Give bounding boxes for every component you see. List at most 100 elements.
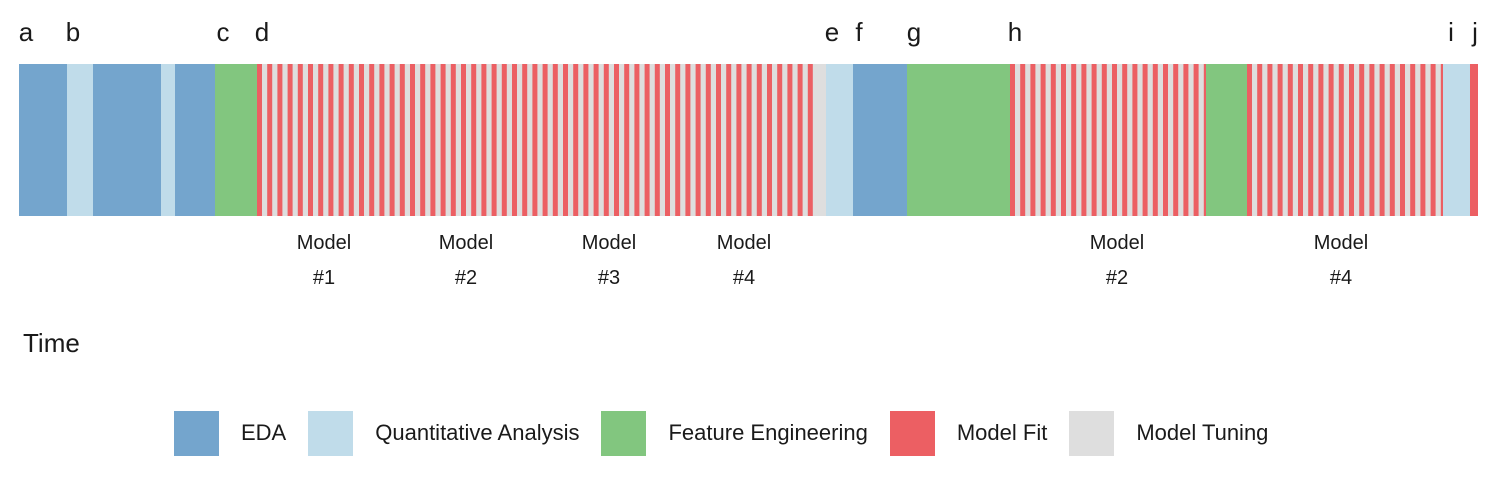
segment-quantitative-analysis: [161, 64, 175, 216]
segment-model-fitting-block-2-fit-stripe: [1152, 64, 1158, 216]
segment-model-fitting-block-3-fit-stripe: [1287, 64, 1293, 216]
segment-model-fitting-block-1-fit-stripe: [573, 64, 579, 216]
segment-model-fitting-block-1-fit-stripe: [797, 64, 803, 216]
legend-label-model-tuning: Model Tuning: [1136, 420, 1269, 445]
segment-model-fitting-block-3-fit-stripe: [1308, 64, 1314, 216]
segment-model-tuning: [813, 64, 826, 216]
model-label-number: #2: [1106, 267, 1128, 289]
segment-model-fitting-block-1-fit-stripe: [583, 64, 589, 216]
segment-model-fitting-block-1-fit-stripe: [563, 64, 568, 216]
segment-feature-engineering: [1206, 64, 1247, 216]
segment-eda: [93, 64, 161, 216]
segment-quantitative-analysis: [67, 64, 93, 216]
segment-model-fitting-block-1-fit-stripe: [338, 64, 344, 216]
segment-model-fitting-block-1-fit-stripe: [542, 64, 548, 216]
segment-model-fitting-block-1-fit-stripe: [420, 64, 426, 216]
segment-model-fitting-block-1-fit-stripe: [624, 64, 630, 216]
segment-model-fitting-block-1-fit-stripe: [399, 64, 405, 216]
segment-model-fitting-block-1-fit-stripe: [522, 64, 528, 216]
segment-model-fitting-block-1-fit-stripe: [450, 64, 456, 216]
timeline-marker-j: j: [1471, 17, 1478, 47]
segment-model-fitting-block-1-fit-stripe: [389, 64, 395, 216]
segment-model-fitting-block-3-fit-stripe: [1359, 64, 1365, 216]
segment-model-fitting-block-3-fit-stripe: [1440, 64, 1443, 216]
segment-model-fitting-block-1-fit-stripe: [430, 64, 436, 216]
segment-model-fitting-block-2-fit-stripe: [1071, 64, 1077, 216]
segment-model-fitting-block-1-fit-stripe: [726, 64, 732, 216]
model-label-title: Model: [297, 232, 351, 254]
segment-model-fitting-block-1-fit-stripe: [257, 64, 262, 216]
segment-model-fitting-block-1-fit-stripe: [277, 64, 283, 216]
legend-item-feature-engineering: Feature Engineering: [601, 410, 868, 456]
model-label-title: Model: [439, 232, 493, 254]
segment-model-fitting-block-1-fit-stripe: [695, 64, 701, 216]
legend-swatch-model-tuning: [1069, 410, 1115, 456]
segment-model-fitting-block-3-fit-stripe: [1349, 64, 1354, 216]
segment-model-fitting-block-1-fit-stripe: [359, 64, 364, 216]
segment-model-fitting-block-1-fit-stripe: [491, 64, 497, 216]
model-label-title: Model: [582, 232, 636, 254]
segment-model-fitting-block-3-fit-stripe: [1277, 64, 1283, 216]
segment-model-fitting-block-3-fit-stripe: [1247, 64, 1252, 216]
segment-model-fitting-block-1-fit-stripe: [665, 64, 670, 216]
segment-model-fitting-block-1-fit-stripe: [287, 64, 293, 216]
model-label-title: Model: [1314, 232, 1368, 254]
segment-feature-engineering: [907, 64, 1010, 216]
segment-model-fitting-block-1-fit-stripe: [440, 64, 446, 216]
segment-model-fitting-block-1-fit-stripe: [461, 64, 466, 216]
segment-model-fitting-block-1-fit-stripe: [685, 64, 691, 216]
legend-item-eda: EDA: [174, 410, 287, 456]
legend-swatch-model-fit: [889, 410, 935, 456]
segment-model-fitting-block-2-fit-stripe: [1091, 64, 1097, 216]
timeline-marker-b: b: [66, 17, 80, 47]
segment-model-fitting-block-1-fit-stripe: [328, 64, 334, 216]
timeline-segments: [19, 64, 1478, 216]
segment-model-fitting-block-3-fit-stripe: [1328, 64, 1334, 216]
model-label-number: #4: [733, 267, 755, 289]
legend-label-quantitative-analysis: Quantitative Analysis: [375, 420, 580, 445]
segment-model-fitting-block-3-fit-stripe: [1410, 64, 1416, 216]
segment-model-fitting-block-3-fit-stripe: [1369, 64, 1375, 216]
segment-model-fitting-block-2-fit-stripe: [1030, 64, 1036, 216]
segment-model-fitting-block-3-fit-stripe: [1298, 64, 1303, 216]
legend-swatch-quantitative-analysis: [308, 410, 354, 456]
legend-item-quantitative-analysis: Quantitative Analysis: [308, 410, 580, 456]
segment-model-fitting-block-2-fit-stripe: [1040, 64, 1046, 216]
segment-quantitative-analysis: [1443, 64, 1470, 216]
segment-model-fitting-block-1-fit-stripe: [552, 64, 558, 216]
segment-model-fitting-block-1-fit-stripe: [369, 64, 375, 216]
segment-model-fitting-block-1-fit-stripe: [297, 64, 303, 216]
segment-model-fitting-block-1-fit-stripe: [716, 64, 721, 216]
segment-model-fitting-block-1-fit-stripe: [267, 64, 273, 216]
segment-model-fitting-block-1-fit-stripe: [634, 64, 640, 216]
segment-model-fitting-block-1-fit-stripe: [777, 64, 783, 216]
segment-model-fitting-block-2-fit-stripe: [1081, 64, 1087, 216]
segment-model-fitting-block-3-fit-stripe: [1389, 64, 1395, 216]
segment-model-fitting-block-2-fit-stripe: [1193, 64, 1199, 216]
legend: EDA Quantitative Analysis Feature Engine…: [174, 410, 1290, 456]
segment-model-fitting-block-2-fit-stripe: [1173, 64, 1179, 216]
segment-model-fitting-block-1-fit-stripe: [675, 64, 681, 216]
segment-model-fitting-block-2-fit-stripe: [1163, 64, 1168, 216]
legend-item-model-tuning: Model Tuning: [1069, 410, 1269, 456]
segment-model-fitting-block-1-fit-stripe: [807, 64, 813, 216]
segment-model-fitting-block-3-fit-stripe: [1400, 64, 1405, 216]
timeline-marker-i: i: [1448, 17, 1454, 47]
segment-model-fit-end: [1470, 64, 1478, 216]
segment-model-fitting-block-2-fit-stripe: [1010, 64, 1015, 216]
timeline-marker-f: f: [855, 17, 863, 47]
time-axis-label: Time: [23, 328, 80, 358]
model-label-title: Model: [1090, 232, 1144, 254]
segment-model-fitting-block-2-fit-stripe: [1183, 64, 1189, 216]
timeline-marker-c: c: [217, 17, 230, 47]
segment-model-fitting-block-1-fit-stripe: [654, 64, 660, 216]
segment-eda: [175, 64, 215, 216]
segment-model-fitting-block-1-fit-stripe: [736, 64, 742, 216]
segment-model-fitting-block-3-fit-stripe: [1430, 64, 1436, 216]
segment-model-fitting-block-2-fit-stripe: [1132, 64, 1138, 216]
legend-label-eda: EDA: [241, 420, 287, 445]
segment-model-fitting-block-1-fit-stripe: [705, 64, 711, 216]
segment-model-fitting-block-2-fit-stripe: [1122, 64, 1128, 216]
